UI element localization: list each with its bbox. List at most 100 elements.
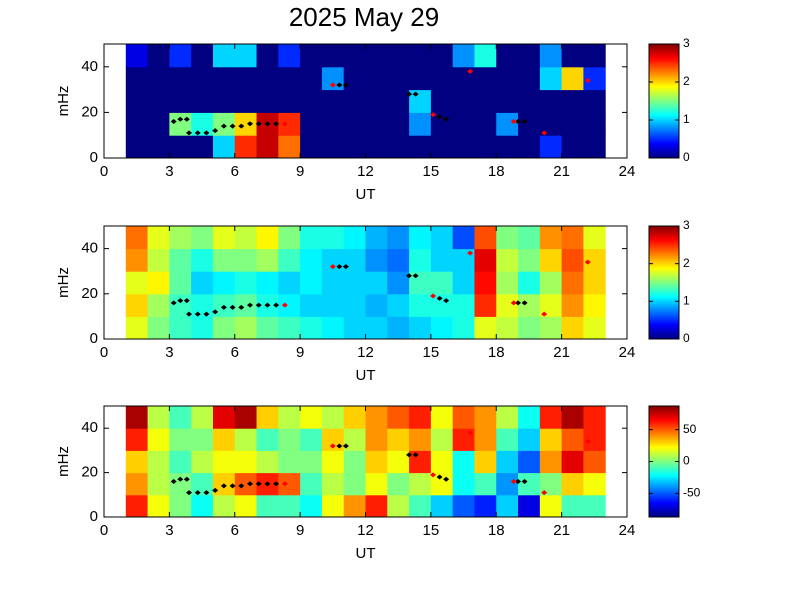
heat-cell: [474, 472, 497, 496]
heat-cell: [387, 450, 410, 474]
heat-cell: [539, 44, 563, 68]
heat-cell: [256, 89, 279, 113]
marker: [467, 250, 474, 256]
y-tick-label: 0: [90, 330, 98, 347]
x-axis-label: UT: [356, 186, 376, 203]
heat-cell: [343, 494, 366, 518]
heat-cell: [583, 66, 606, 91]
heat-cell: [125, 271, 149, 295]
heat-cell: [561, 226, 584, 250]
heat-cell: [387, 494, 410, 518]
y-tick-label: 40: [81, 419, 98, 436]
heat-cell: [169, 316, 192, 340]
heat-cell: [365, 406, 388, 429]
marker: [430, 112, 437, 118]
heat-cell: [583, 406, 606, 429]
heat-cell: [561, 135, 584, 159]
marker: [220, 483, 227, 489]
heat-cell: [125, 112, 149, 136]
marker: [584, 439, 591, 445]
heat-cell: [234, 472, 258, 496]
heat-cell: [430, 66, 454, 91]
heat-cell: [343, 226, 366, 250]
marker: [177, 116, 184, 122]
heat-cell: [191, 472, 214, 496]
y-axis-label: mHz: [55, 86, 72, 117]
marker: [238, 304, 245, 310]
heat-cell: [212, 316, 236, 340]
heat-cell: [518, 472, 541, 496]
heat-cell: [518, 316, 541, 340]
heat-cell: [409, 248, 432, 272]
marker: [185, 490, 192, 496]
heat-cell: [496, 293, 519, 317]
heat-cell: [256, 271, 279, 295]
heat-cell: [474, 406, 497, 429]
heat-cell: [300, 226, 323, 250]
heat-cell: [278, 44, 301, 68]
heat-cell: [387, 66, 410, 91]
heat-cell: [169, 494, 192, 518]
heat-cell: [539, 89, 563, 113]
heat-cell: [409, 494, 432, 518]
heat-cell: [234, 135, 258, 159]
heat-cell: [256, 316, 279, 340]
marker: [220, 304, 227, 310]
heat-cell: [191, 89, 214, 113]
heat-cell: [474, 112, 497, 136]
heat-cell: [539, 450, 563, 474]
heat-cell: [321, 494, 345, 518]
heat-cell: [147, 135, 170, 159]
heat-cell: [343, 428, 366, 451]
marker: [406, 91, 413, 97]
heat-cell: [561, 293, 584, 317]
x-tick-label: 3: [165, 344, 173, 361]
colorbar-tick-label: 50: [683, 422, 697, 436]
heat-cell: [387, 89, 410, 113]
heat-cell: [496, 44, 519, 68]
marker: [238, 123, 245, 129]
x-tick-label: 18: [488, 163, 505, 180]
heat-cell: [300, 406, 323, 429]
heat-cell: [234, 112, 258, 136]
heat-cell: [212, 44, 236, 68]
heat-cell: [191, 66, 214, 91]
heat-cell: [496, 226, 519, 250]
marker: [510, 300, 517, 306]
marker: [541, 490, 548, 496]
heat-cell: [474, 316, 497, 340]
heat-cell: [278, 406, 301, 429]
heat-cell: [365, 271, 388, 295]
heat-cell: [300, 271, 323, 295]
heat-cell: [365, 293, 388, 317]
heat-cell: [387, 248, 410, 272]
marker: [273, 302, 280, 308]
colorbar-tick-label: 1: [683, 112, 690, 126]
heat-cell: [539, 271, 563, 295]
heat-cell: [234, 293, 258, 317]
heat-cell: [300, 450, 323, 474]
heat-cell: [365, 44, 388, 68]
x-axis-label: UT: [356, 367, 376, 384]
heat-cell: [365, 112, 388, 136]
heat-cell: [496, 271, 519, 295]
heat-cell: [539, 428, 563, 451]
heat-cell: [343, 472, 366, 496]
marker: [229, 483, 236, 489]
marker: [220, 123, 227, 129]
marker: [203, 490, 210, 496]
heat-cell: [365, 450, 388, 474]
marker: [203, 130, 210, 136]
heat-cell: [212, 271, 236, 295]
heat-cell: [212, 494, 236, 518]
heat-cell: [343, 293, 366, 317]
heat-cell: [256, 226, 279, 250]
marker: [212, 487, 219, 493]
x-tick-label: 6: [231, 344, 239, 361]
marker: [264, 302, 271, 308]
heat-cell: [583, 226, 606, 250]
heat-cell: [234, 44, 258, 68]
heat-cell: [518, 66, 541, 91]
marker: [406, 273, 413, 279]
